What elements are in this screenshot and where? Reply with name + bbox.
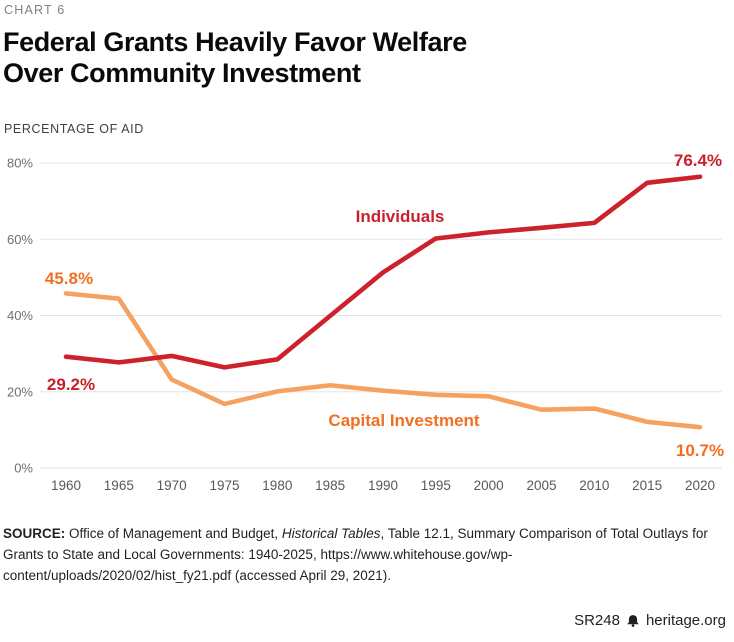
source-label: SOURCE:	[3, 526, 66, 541]
capital-investment-line	[63, 291, 703, 430]
report-id: SR248	[574, 612, 620, 629]
y-axis-tick-label: 40%	[7, 308, 33, 323]
source-note: SOURCE: Office of Management and Budget,…	[3, 526, 708, 583]
x-axis-tick-label: 1985	[315, 478, 345, 493]
x-axis-tick-label: 1960	[51, 478, 81, 493]
y-axis-title: PERCENTAGE OF AID	[4, 122, 144, 136]
individuals-value-label: 29.2%	[47, 375, 95, 394]
x-axis-tick-label: 2010	[579, 478, 609, 493]
y-axis-tick-label: 60%	[7, 232, 33, 247]
heritage-bell-icon	[626, 614, 640, 628]
x-axis-tick-label: 2020	[685, 478, 715, 493]
chart-canvas: 0% 20% 40% 60% 80% 1960 1965 1970 1975 1980 1985 19…	[7, 151, 724, 493]
title-line-2: Over Community Investment	[3, 58, 361, 88]
footer: SR248 heritage.org	[574, 612, 726, 629]
x-axis-tick-label: 1970	[157, 478, 187, 493]
capital-investment-value-label: 10.7%	[676, 441, 724, 460]
x-axis-tick-label: 1990	[368, 478, 398, 493]
y-axis-tick-label: 0%	[14, 461, 33, 476]
capital-investment-series-label: Capital Investment	[328, 411, 479, 430]
site-link[interactable]: heritage.org	[645, 612, 726, 629]
chart-area: 0% 20% 40% 60% 80% 1960 1965 1970 1975 1980 1985 19…	[0, 145, 734, 505]
x-axis-tick-label: 1975	[209, 478, 239, 493]
y-axis-tick-label: 80%	[7, 156, 33, 171]
title-line-1: Federal Grants Heavily Favor Welfare	[3, 27, 467, 57]
capital-investment-value-label: 45.8%	[45, 269, 93, 288]
y-axis-tick-label: 20%	[7, 384, 33, 399]
source-work-title: Historical Tables	[281, 526, 381, 541]
x-axis-tick-label: 2000	[474, 478, 504, 493]
x-axis-tick-label: 2015	[632, 478, 662, 493]
page-title: Federal Grants Heavily Favor Welfare Ove…	[3, 27, 467, 89]
chart-number: CHART 6	[4, 3, 66, 17]
x-axis-tick-label: 1980	[262, 478, 292, 493]
x-axis-tick-label: 1995	[421, 478, 451, 493]
individuals-line	[63, 174, 703, 370]
x-axis-tick-label: 2005	[526, 478, 556, 493]
x-axis-tick-label: 1965	[104, 478, 134, 493]
individuals-value-label: 76.4%	[674, 151, 722, 170]
individuals-series-label: Individuals	[356, 207, 445, 226]
